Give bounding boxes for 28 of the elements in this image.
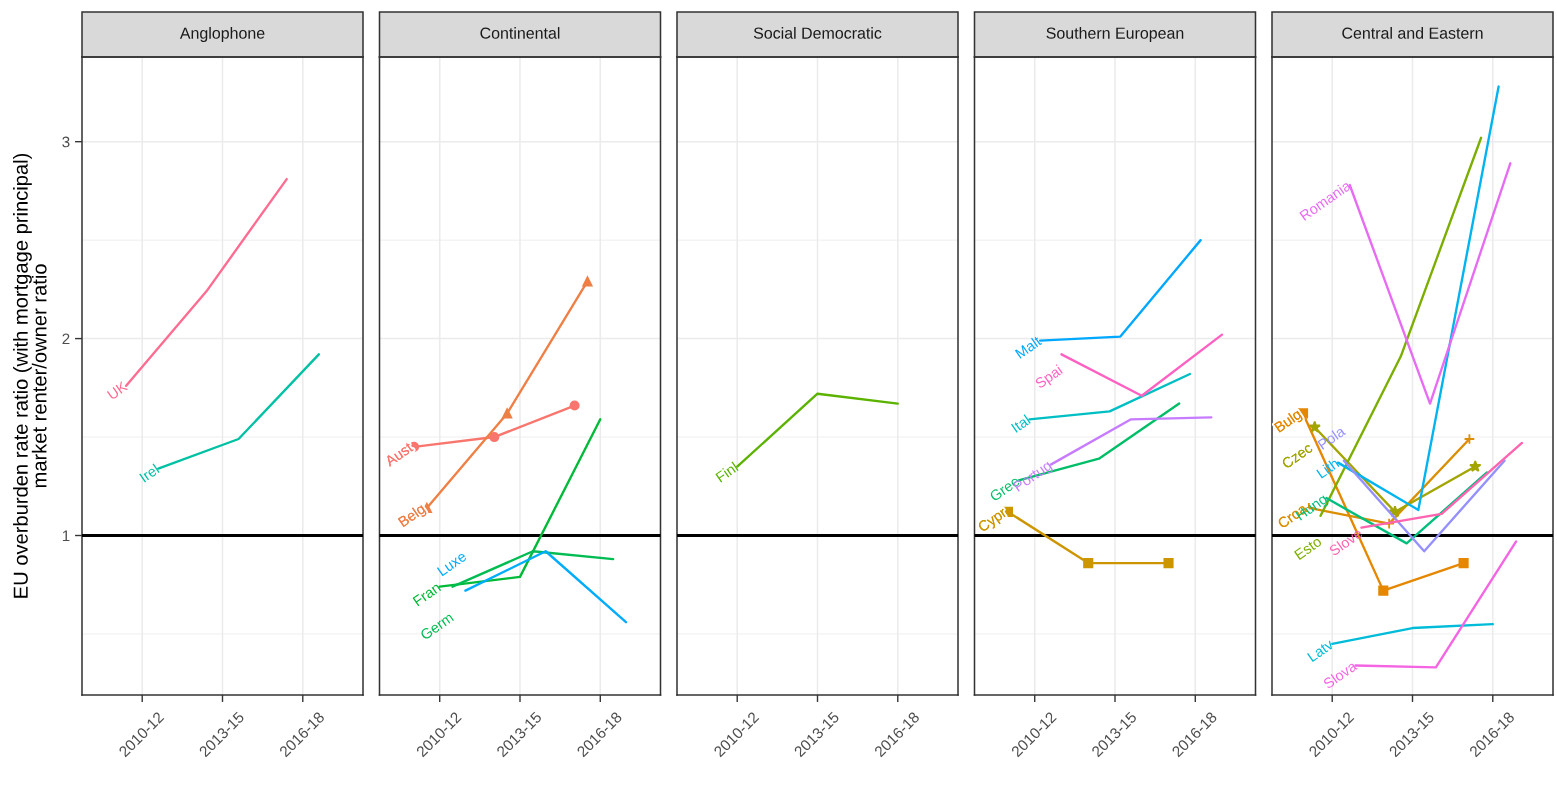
text: Belg	[397, 502, 428, 530]
text: Finl	[715, 461, 739, 483]
text: Malt	[1014, 335, 1043, 359]
text: Czec	[1281, 442, 1314, 470]
text: Cypr	[977, 506, 1010, 535]
text: Ital	[1010, 414, 1031, 433]
y-tick-label: 1	[62, 530, 70, 542]
text: Pola	[1317, 425, 1347, 450]
text: Germ	[419, 612, 455, 641]
y-tick-label: 3	[62, 136, 70, 148]
text: Irel	[138, 463, 160, 483]
text: Bulg	[1273, 408, 1304, 436]
text: UK	[106, 380, 129, 401]
text: Lith	[1315, 457, 1340, 479]
text: Fran	[412, 582, 442, 607]
chart-title: Continental	[480, 27, 560, 39]
y-axis-title: EU overburden rate ratio (with mortgage principal) market renter/owner ratio	[13, 153, 47, 598]
text: Esto	[1294, 536, 1323, 561]
chart-title: Southern European	[1046, 27, 1184, 42]
text: Latv	[1307, 638, 1335, 663]
chart-title: Central and Eastern	[1342, 27, 1483, 39]
text: Slove	[1328, 527, 1364, 557]
text: Luxe	[436, 550, 468, 577]
text: Aust	[384, 441, 414, 467]
y-tick-label: 2	[62, 333, 70, 345]
text: Spai	[1034, 364, 1065, 392]
chart-title: Anglophone	[179, 27, 265, 42]
chart-title: Social Democratic	[753, 27, 882, 39]
